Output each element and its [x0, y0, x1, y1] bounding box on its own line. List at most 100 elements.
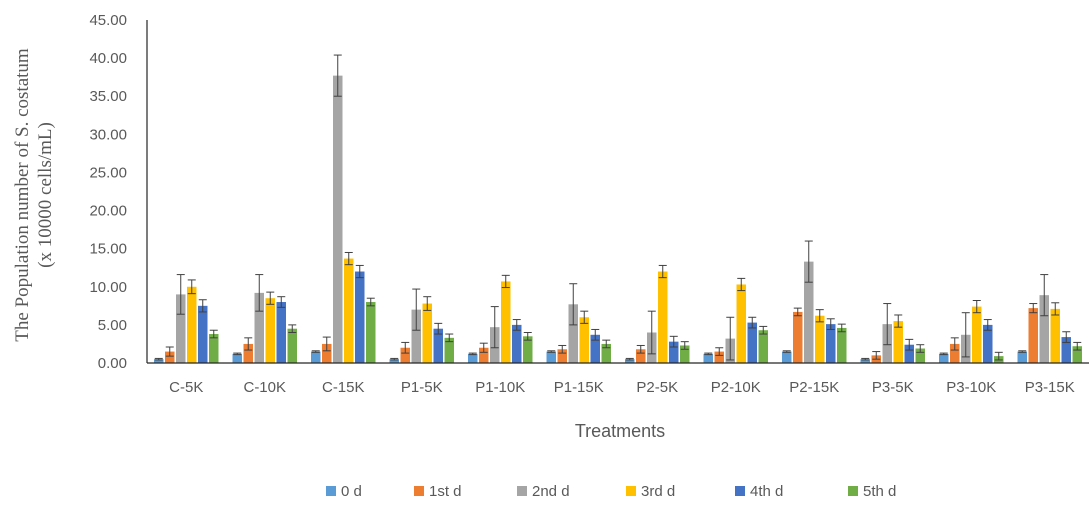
y-tick-label: 25.00: [89, 164, 127, 181]
bar: [198, 305, 208, 363]
x-tick-label: P3-15K: [1025, 379, 1075, 396]
bar: [333, 75, 343, 364]
y-tick-label: 45.00: [89, 12, 127, 29]
x-axis-title: Treatments: [575, 421, 665, 441]
bar: [479, 347, 489, 363]
y-tick-label: 5.00: [98, 317, 127, 334]
x-tick-label: P2-10K: [711, 379, 761, 396]
x-tick-label: P1-5K: [401, 379, 443, 396]
bar-group-p3-15k: [1017, 274, 1082, 363]
legend: 0 d 1st d 2nd d 3rd d 4th d 5th d: [326, 483, 896, 500]
bar: [625, 359, 635, 363]
y-tick-label: 30.00: [89, 126, 127, 143]
legend-swatch: [848, 486, 858, 496]
bar: [1061, 337, 1071, 363]
y-tick-label: 15.00: [89, 241, 127, 258]
bar: [400, 347, 410, 363]
legend-label: 2nd d: [532, 483, 570, 500]
bar-group-c-5k: [154, 274, 219, 363]
bar-group-p3-5k: [860, 303, 925, 363]
bar: [893, 321, 903, 363]
bar: [243, 343, 253, 363]
x-tick-label: P1-15K: [554, 379, 604, 396]
bar: [1072, 346, 1082, 363]
bar: [1050, 308, 1060, 363]
y-tick-label: 35.00: [89, 88, 127, 105]
bar: [860, 359, 870, 363]
bar: [311, 351, 321, 363]
bar-group-p1-10k: [468, 274, 533, 363]
y-tick-label: 40.00: [89, 50, 127, 67]
y-axis-title-line-2: (x 10000 cells/mL): [35, 122, 56, 268]
bar: [1017, 351, 1027, 363]
bar: [590, 334, 600, 363]
bar: [950, 343, 960, 363]
bar: [411, 309, 421, 363]
bar: [815, 315, 825, 363]
bars: [154, 54, 1082, 364]
bar: [187, 286, 197, 363]
y-tick-labels: 0.00 5.00 10.00 15.00 20.00 25.00 30.00 35.00 40…: [89, 12, 127, 372]
bar: [758, 330, 768, 363]
legend-item: 3rd d: [626, 483, 675, 500]
bar: [468, 353, 478, 363]
bar: [680, 345, 690, 363]
legend-swatch: [517, 486, 527, 496]
bar: [1039, 295, 1049, 363]
bar: [344, 258, 354, 363]
bar: [389, 359, 399, 363]
bar: [501, 281, 511, 363]
x-tick-label: P3-10K: [946, 379, 996, 396]
bar: [265, 298, 275, 363]
legend-item: 4th d: [735, 483, 783, 500]
bar: [703, 353, 713, 363]
x-tick-label: C-5K: [169, 379, 203, 396]
bar: [546, 351, 556, 363]
legend-item: 0 d: [326, 483, 362, 500]
bar: [837, 327, 847, 363]
y-tick-label: 20.00: [89, 203, 127, 220]
x-tick-labels: C-5K C-10K C-15K P1-5K P1-10K P1-15K P2-5K P2-1…: [169, 379, 1075, 396]
bar: [983, 324, 993, 363]
bar: [793, 311, 803, 363]
bar: [232, 353, 242, 363]
bar: [444, 337, 454, 363]
bar: [433, 328, 443, 363]
bar: [276, 302, 286, 363]
bar: [366, 302, 376, 363]
x-tick-label: P3-5K: [872, 379, 914, 396]
bar: [422, 303, 432, 363]
bar: [176, 294, 186, 363]
bar: [568, 304, 578, 363]
bar: [736, 284, 746, 363]
bar: [826, 324, 836, 363]
bar: [939, 353, 949, 363]
legend-label: 3rd d: [641, 483, 675, 500]
bar-group-p1-15k: [546, 283, 611, 363]
bar: [904, 344, 914, 363]
bar: [669, 341, 679, 363]
bar: [209, 334, 219, 363]
y-tick-label: 10.00: [89, 279, 127, 296]
bar-group-p1-5k: [389, 288, 454, 363]
bar: [165, 351, 175, 363]
legend-label: 0 d: [341, 483, 362, 500]
bar: [636, 349, 646, 363]
legend-swatch: [414, 486, 424, 496]
bar-group-p2-5k: [625, 264, 690, 363]
y-tick-label: 0.00: [98, 355, 127, 372]
axes: [146, 20, 1089, 364]
legend-item: 2nd d: [517, 483, 570, 500]
bar: [915, 348, 925, 363]
bar: [512, 324, 522, 363]
x-tick-label: C-15K: [322, 379, 365, 396]
bar-group-p2-15k: [782, 240, 847, 363]
bar: [355, 271, 365, 363]
bar: [154, 359, 164, 363]
y-axis-title: The Population number of S. costatum (x …: [12, 48, 56, 342]
y-axis-title-line-1: The Population number of S. costatum: [12, 48, 33, 342]
legend-swatch: [735, 486, 745, 496]
bar-group-p2-10k: [703, 277, 768, 363]
bar: [601, 343, 611, 363]
